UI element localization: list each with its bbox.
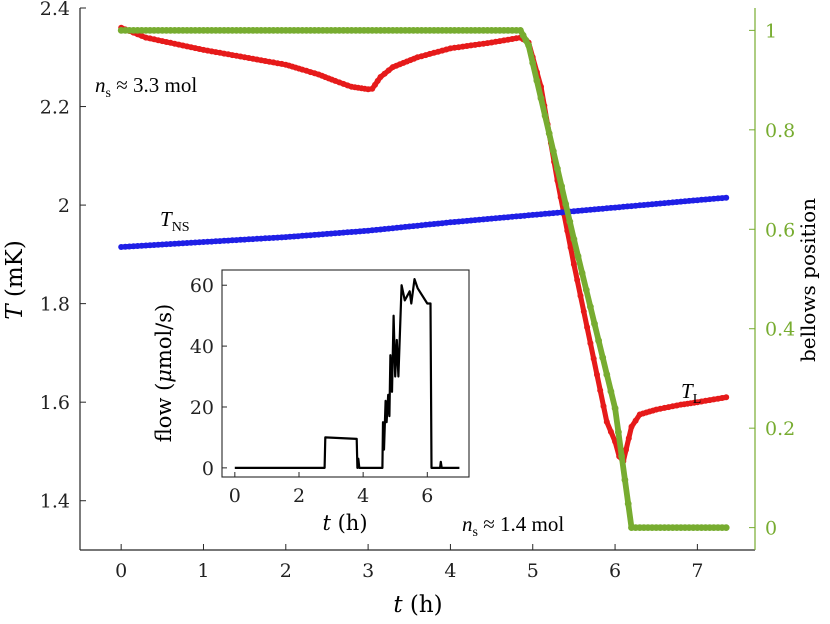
left-axis-ticks: 1.4 1.6 1.8 2 2.2 2.4 <box>40 0 86 513</box>
right-tick-label: 0.6 <box>765 219 795 241</box>
data-point <box>562 200 570 208</box>
data-point <box>594 371 600 378</box>
data-point <box>611 404 619 412</box>
data-point <box>628 423 635 430</box>
inset-y-tick-label: 60 <box>190 275 214 297</box>
x-tick-label: 0 <box>115 560 127 582</box>
x-tick-label: 7 <box>691 560 703 582</box>
series-bellows-position <box>117 27 730 531</box>
left-tick-label: 1.6 <box>40 392 70 414</box>
x-axis-ticks: 0 1 2 3 4 5 6 7 <box>115 544 703 582</box>
data-point <box>567 244 574 251</box>
inset-x-tick-label: 2 <box>293 485 305 507</box>
left-tick-label: 2.4 <box>40 0 70 20</box>
x-tick-label: 3 <box>362 560 374 582</box>
x-tick-label: 6 <box>609 560 621 582</box>
data-point <box>566 218 574 226</box>
data-point <box>522 36 530 44</box>
data-point <box>621 476 629 484</box>
data-point <box>597 387 604 394</box>
x-tick-label: 2 <box>280 560 292 582</box>
right-axis-ticks: 0 0.2 0.4 0.6 0.8 1 <box>749 20 795 540</box>
data-point <box>595 337 602 345</box>
data-point <box>625 435 632 442</box>
right-axis-title: bellows position <box>796 198 820 362</box>
inset-x-tick-label: 0 <box>229 485 241 507</box>
series-layer <box>117 24 730 531</box>
data-point <box>599 354 607 361</box>
data-point <box>723 394 730 401</box>
annotation-ns-end: ns ≈ 1.4 mol <box>462 512 564 540</box>
left-tick-label: 1.4 <box>40 491 70 513</box>
data-point <box>554 165 561 173</box>
data-point <box>577 292 584 299</box>
data-point <box>385 67 392 74</box>
data-point <box>574 252 582 260</box>
data-point <box>545 130 553 137</box>
data-point <box>570 261 577 268</box>
data-point <box>591 320 598 328</box>
left-tick-label: 1.8 <box>40 294 70 316</box>
data-point <box>587 340 594 347</box>
inset-flow-line <box>234 278 460 469</box>
x-axis-title: t (h) <box>393 592 442 618</box>
data-point <box>618 452 625 460</box>
x-tick-label: 5 <box>527 560 539 582</box>
x-tick-label: 4 <box>444 560 456 582</box>
data-point <box>600 403 607 410</box>
inset-y-tick-label: 0 <box>202 458 214 480</box>
inset-x-axis-title: t (h) <box>322 511 367 535</box>
data-point <box>590 355 597 362</box>
right-tick-label: 0.4 <box>765 319 795 341</box>
data-point <box>603 418 610 425</box>
inset-y-tick-label: 40 <box>190 336 214 358</box>
data-point <box>537 94 545 102</box>
data-point <box>558 182 565 190</box>
data-point <box>582 286 590 294</box>
left-tick-label: 2 <box>58 195 70 217</box>
data-point <box>377 74 384 80</box>
data-point <box>603 371 611 378</box>
label-t-ns: TNS <box>160 207 190 235</box>
main-plot: 0 1 2 3 4 5 6 7 1.4 1.6 1.8 2 2.2 2.4 0 0.2 0.4 0.6 0.8 1… <box>2 0 820 618</box>
data-point <box>615 428 622 436</box>
data-point <box>570 235 578 243</box>
data-point <box>624 500 632 508</box>
inset-x-tick-label: 6 <box>421 485 433 507</box>
right-tick-label: 0.2 <box>765 418 795 440</box>
data-point <box>578 269 586 277</box>
data-point <box>623 446 629 453</box>
data-point <box>607 428 614 435</box>
inset-y-axis-title: flow (μmol/s) <box>152 304 176 442</box>
data-point <box>519 31 527 39</box>
data-point <box>607 388 615 395</box>
data-point <box>580 308 587 315</box>
data-point <box>574 277 581 283</box>
series-t_ns <box>118 194 730 250</box>
data-point <box>381 70 388 77</box>
label-t-l: TL <box>681 379 701 407</box>
data-point <box>525 41 532 49</box>
right-tick-label: 1 <box>765 20 777 42</box>
x-tick-label: 1 <box>197 560 209 582</box>
data-point <box>632 417 639 424</box>
left-tick-label: 2.2 <box>40 97 70 119</box>
data-point <box>541 112 549 120</box>
left-axis-title: T (mK) <box>2 240 28 320</box>
data-point <box>584 324 591 331</box>
data-point <box>723 194 730 201</box>
right-tick-label: 0 <box>765 518 777 540</box>
right-tick-label: 0.8 <box>765 120 795 142</box>
data-point <box>549 147 557 155</box>
data-point <box>529 59 537 67</box>
data-point <box>533 77 541 84</box>
inset-x-tick-label: 4 <box>357 485 369 507</box>
data-point <box>722 524 730 531</box>
inset-y-tick-label: 20 <box>190 397 214 419</box>
annotation-ns-start: ns ≈ 3.3 mol <box>95 73 197 101</box>
data-point <box>587 303 594 311</box>
